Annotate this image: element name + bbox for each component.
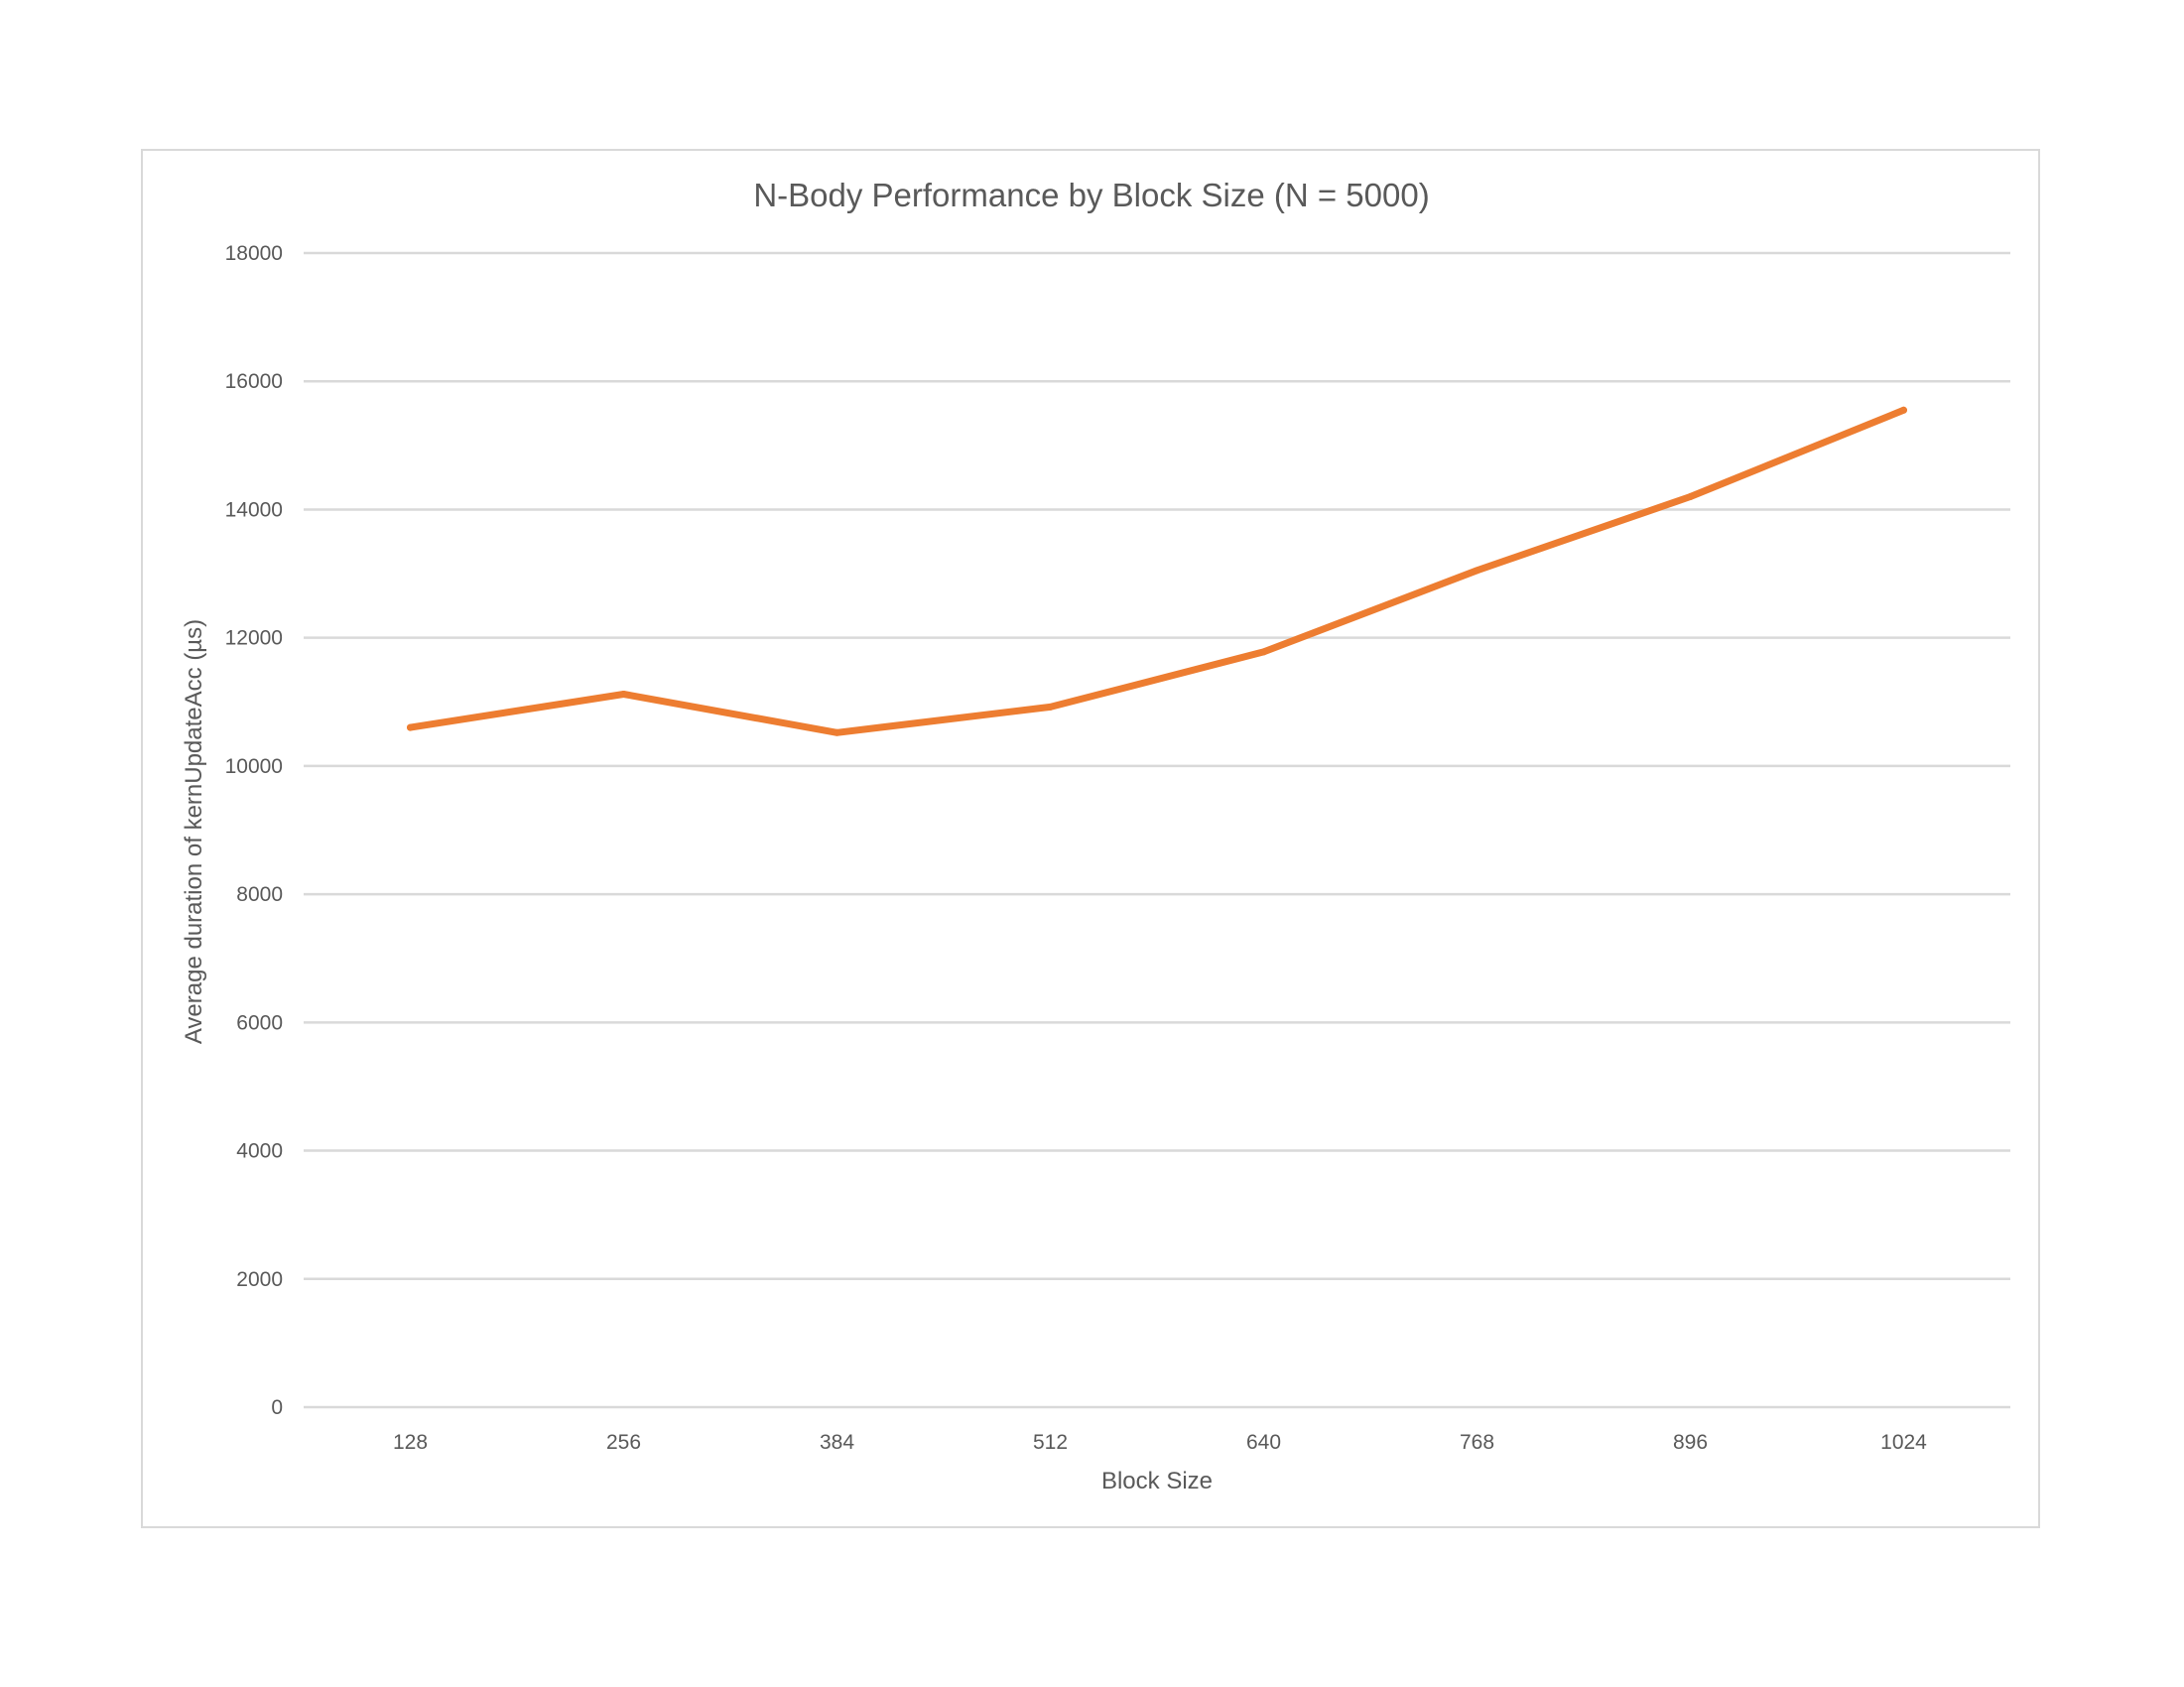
data-point (1260, 648, 1267, 656)
y-tick-label: 12000 (225, 627, 283, 650)
data-point (834, 728, 840, 736)
data-point (1474, 567, 1480, 575)
x-tick-label: 768 (1460, 1431, 1494, 1454)
x-tick-label: 1024 (1880, 1431, 1927, 1454)
y-tick-label: 2000 (236, 1268, 283, 1291)
x-axis-label: Block Size (1101, 1468, 1213, 1494)
data-point (407, 723, 414, 731)
y-axis-ticks: 0 2000 4000 6000 8000 10000 12000 14000 16000 180… (225, 242, 283, 1419)
series-layer (407, 406, 1907, 736)
y-tick-label: 4000 (236, 1140, 283, 1163)
y-tick-label: 14000 (225, 498, 283, 521)
x-tick-label: 640 (1246, 1431, 1281, 1454)
y-tick-label: 16000 (225, 370, 283, 393)
x-tick-label: 384 (820, 1431, 854, 1454)
y-tick-label: 6000 (236, 1011, 283, 1034)
data-point (1047, 703, 1054, 711)
y-tick-label: 8000 (236, 883, 283, 906)
chart-frame (141, 149, 2040, 1528)
x-tick-label: 896 (1673, 1431, 1708, 1454)
chart-title: N-Body Performance by Block Size (N = 50… (753, 177, 1429, 213)
y-tick-label: 18000 (225, 242, 283, 265)
x-tick-label: 128 (393, 1431, 428, 1454)
gridlines (304, 251, 2010, 1409)
data-point (620, 691, 627, 699)
y-tick-label: 10000 (225, 755, 283, 778)
x-axis-ticks: 128 256 384 512 640 768 896 1024 (393, 1431, 1927, 1454)
series-line-0 (407, 406, 1907, 736)
data-point (1687, 493, 1694, 501)
x-tick-label: 512 (1033, 1431, 1068, 1454)
x-tick-label: 256 (606, 1431, 641, 1454)
data-point (1900, 406, 1907, 414)
y-tick-label: 0 (271, 1396, 283, 1419)
y-axis-label: Average duration of kernUpdateAcc (µs) (181, 619, 207, 1044)
